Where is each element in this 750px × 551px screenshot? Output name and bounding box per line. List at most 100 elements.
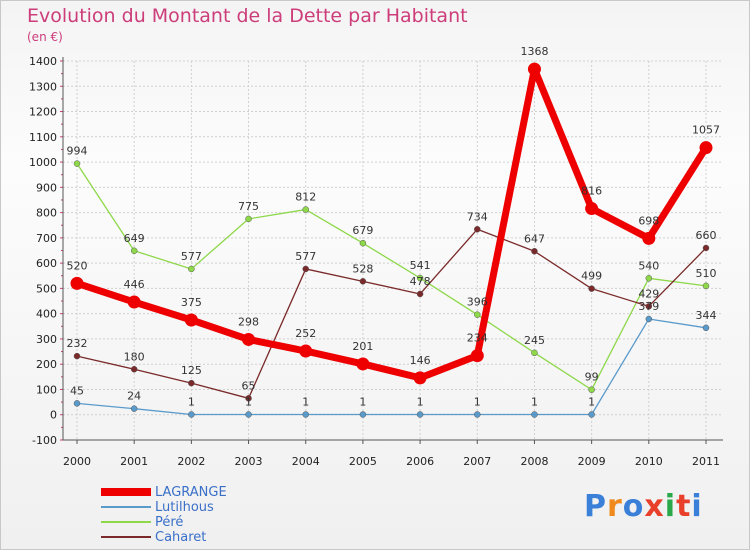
data-point: [416, 274, 424, 282]
data-point: [702, 244, 710, 252]
data-label: 234: [467, 332, 488, 345]
data-point: [302, 265, 309, 273]
x-tick-label: 2005: [349, 455, 377, 468]
data-point: [474, 311, 481, 318]
data-point: [356, 357, 370, 371]
proxiti-logo: Proxiti: [584, 489, 703, 524]
data-point: [130, 247, 138, 255]
data-point: [531, 349, 538, 357]
data-label: 734: [467, 210, 488, 223]
data-point: [188, 265, 195, 273]
data-label: 499: [581, 270, 602, 283]
data-label: 698: [638, 214, 659, 227]
y-tick-label: 400: [36, 308, 57, 321]
y-tick-label: 0: [50, 409, 57, 422]
data-label: 478: [410, 275, 431, 288]
y-tick-label: 300: [36, 333, 57, 346]
x-tick-label: 2002: [177, 455, 205, 468]
data-point: [531, 411, 538, 418]
data-label: 252: [295, 327, 316, 340]
data-label: 232: [67, 337, 88, 350]
data-point: [585, 202, 599, 216]
data-point: [359, 278, 367, 285]
data-point: [470, 349, 484, 363]
data-point: [588, 386, 595, 393]
data-label: 520: [67, 259, 88, 272]
data-label: 201: [352, 340, 373, 353]
data-label: 775: [238, 200, 259, 213]
data-label: 1: [531, 395, 538, 408]
y-tick-label: 1300: [29, 80, 57, 93]
data-label: 577: [295, 250, 316, 263]
chart-title: Evolution du Montant de la Dette par Hab…: [27, 5, 468, 27]
data-point: [245, 411, 252, 418]
data-label: 812: [295, 191, 316, 204]
y-tick-label: 1000: [29, 156, 57, 169]
data-label: 24: [127, 390, 141, 403]
data-label: 1: [417, 395, 424, 408]
data-point: [645, 315, 653, 323]
legend-label: Lutilhous: [155, 500, 214, 515]
y-tick-label: 200: [36, 358, 57, 371]
y-tick-label: 800: [36, 207, 57, 220]
x-tick-label: 2006: [406, 455, 434, 468]
series-line-caharet: [76, 228, 707, 399]
data-label: 510: [696, 267, 717, 280]
y-axis-unit: (en €): [27, 30, 63, 44]
data-point: [130, 405, 138, 412]
data-point: [359, 239, 367, 247]
data-point: [302, 206, 309, 213]
data-label: 298: [238, 315, 259, 328]
data-label: 1: [188, 395, 195, 408]
x-tick-label: 2007: [463, 455, 491, 468]
series-line-lagrange: [75, 65, 709, 382]
data-label: 647: [524, 232, 545, 245]
data-point: [416, 290, 424, 298]
data-label: 446: [124, 278, 145, 291]
data-point: [645, 303, 653, 310]
data-point: [188, 379, 195, 387]
y-tick-label: 900: [36, 181, 57, 194]
data-point: [127, 295, 141, 309]
x-tick-label: 2004: [292, 455, 320, 468]
y-tick-label: 1100: [29, 131, 57, 144]
data-label: 65: [242, 379, 256, 392]
data-label: 816: [581, 185, 602, 198]
data-label: 660: [696, 229, 717, 242]
data-label: 125: [181, 364, 202, 377]
data-label: 577: [181, 250, 202, 263]
data-point: [588, 285, 595, 292]
y-tick-label: 1200: [29, 106, 57, 119]
data-label: 1: [245, 395, 252, 408]
data-label: 396: [467, 296, 488, 309]
data-point: [588, 411, 595, 418]
data-point: [416, 411, 424, 418]
series-line-lutilhous: [76, 318, 707, 416]
data-label: 540: [638, 259, 659, 272]
data-point: [73, 160, 81, 167]
legend-label: Péré: [155, 515, 184, 530]
data-label: 541: [410, 259, 431, 272]
data-label: 1: [474, 395, 481, 408]
data-point: [73, 352, 81, 360]
data-label: 146: [410, 354, 431, 367]
legend-swatch: [101, 488, 151, 496]
data-label: 679: [352, 224, 373, 237]
data-label: 45: [70, 384, 84, 397]
data-label: 1: [302, 395, 309, 408]
y-tick-label: 100: [36, 383, 57, 396]
data-label: 429: [638, 287, 659, 300]
data-label: 994: [67, 145, 88, 158]
data-point: [642, 231, 656, 245]
data-point: [359, 411, 367, 418]
data-point: [474, 411, 481, 418]
data-point: [702, 282, 710, 290]
x-tick-label: 2000: [63, 455, 91, 468]
data-point: [188, 411, 195, 418]
data-label: 245: [524, 334, 545, 347]
data-label: 379: [638, 300, 659, 313]
data-point: [242, 332, 256, 346]
legend-swatch: [101, 536, 151, 538]
